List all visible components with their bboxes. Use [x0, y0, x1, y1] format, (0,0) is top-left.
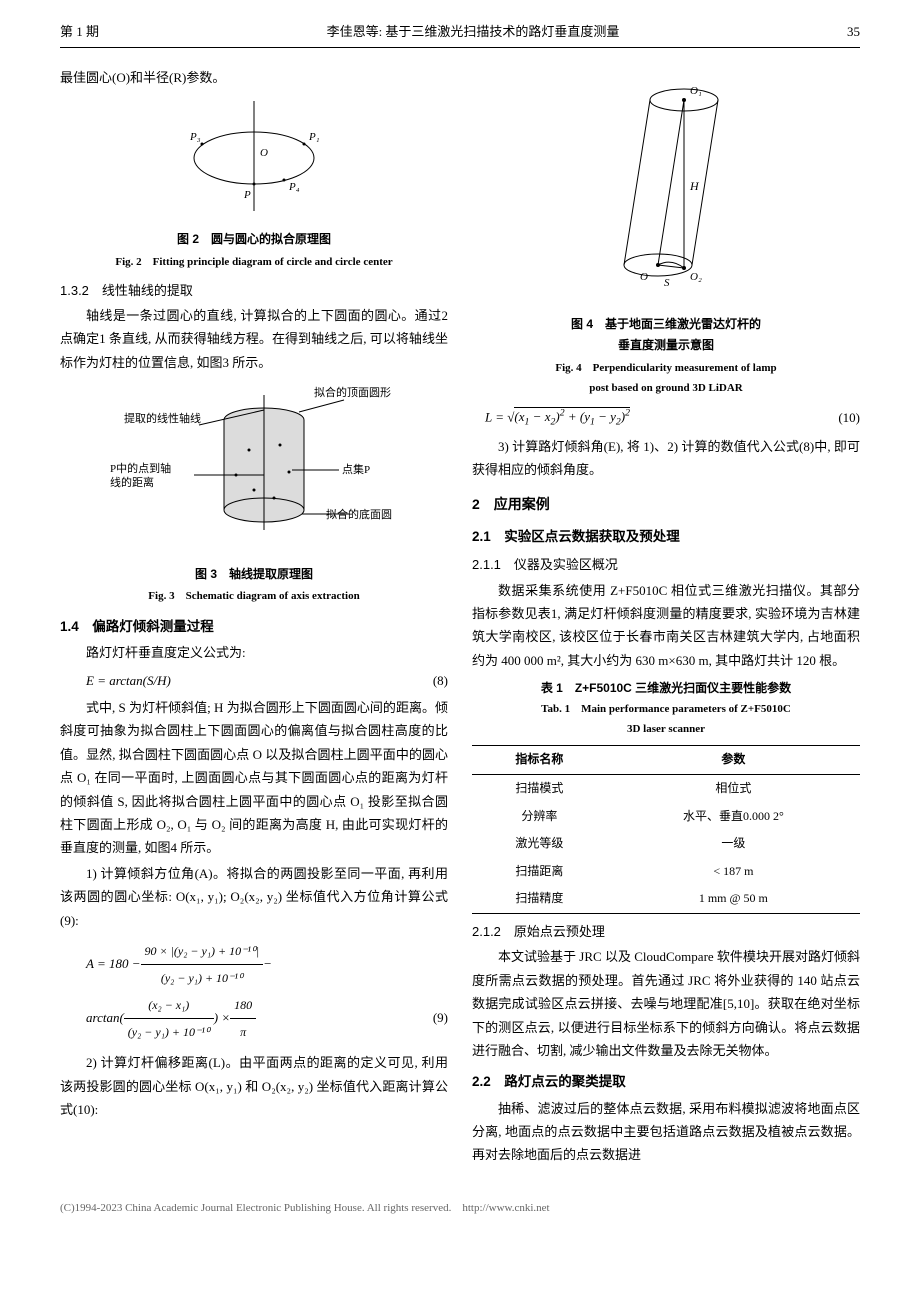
fig4-caption-en: Fig. 4 Perpendicularity measurement of l… [472, 359, 860, 399]
fig4-svg: O₁ H O O₂ S [566, 70, 766, 300]
heading-1-4: 1.4 偏路灯倾斜测量过程 [60, 615, 448, 639]
svg-text:S: S [664, 277, 670, 289]
table-row: 扫描模式相位式 [472, 775, 860, 803]
svg-text:拟合的底面圆: 拟合的底面圆 [326, 507, 392, 521]
table-col-1: 参数 [607, 746, 860, 775]
para-1-4-1: 式中, S 为灯杆倾斜值; H 为拟合圆形上下圆面圆心间的距离。倾斜度可抽象为拟… [60, 696, 448, 860]
svg-text:提取的线性轴线: 提取的线性轴线 [124, 411, 201, 425]
para-2-1-1: 数据采集系统使用 Z+F5010C 相位式三维激光扫描仪。其部分指标参数见表1,… [472, 579, 860, 673]
svg-text:线的距离: 线的距离 [110, 475, 154, 489]
heading-1-3-2: 1.3.2 线性轴线的提取 [60, 279, 448, 302]
page-header: 第 1 期 李佳恩等: 基于三维激光扫描技术的路灯垂直度测量 35 [60, 20, 860, 48]
table-cell: 一级 [607, 830, 860, 858]
svg-text:H: H [689, 179, 700, 193]
fig2-caption-en: Fig. 2 Fitting principle diagram of circ… [60, 253, 448, 273]
heading-2: 2 应用案例 [472, 492, 860, 517]
para-intro: 最佳圆心(O)和半径(R)参数。 [60, 66, 448, 89]
fig4-caption-cn: 图 4 基于地面三维激光雷达灯杆的 垂直度测量示意图 [472, 314, 860, 357]
left-column: 最佳圆心(O)和半径(R)参数。 P₃ P₁ O P P₄ 图 2 圆与圆心 [60, 64, 448, 1168]
table-cell: 激光等级 [472, 830, 607, 858]
para-1-4-2: 1) 计算倾斜方位角(A)。将拟合的两圆投影至同一平面, 再利用该两圆的圆心坐标… [60, 862, 448, 932]
right-column: O₁ H O O₂ S 图 4 基于地面三维激光雷达灯杆 [472, 64, 860, 1168]
para-2-1-2: 本文试验基于 JRC 以及 CloudCompare 软件模块开展对路灯倾斜度所… [472, 945, 860, 1062]
table-row: 激光等级一级 [472, 830, 860, 858]
equation-8: E = arctan(S/H) (8) [60, 669, 448, 692]
para-1-4-3: 2) 计算灯杆偏移距离(L)。由平面两点的距离的定义可见, 利用该两投影圆的圆心… [60, 1051, 448, 1121]
svg-text:P₄: P₄ [288, 181, 300, 193]
table-cell: 1 mm @ 50 m [607, 885, 860, 913]
tab1-caption-en: Tab. 1 Main performance parameters of Z+… [472, 700, 860, 740]
fig3-caption-cn: 图 3 轴线提取原理图 [60, 564, 448, 586]
table-cell: 扫描模式 [472, 775, 607, 803]
heading-2-1: 2.1 实验区点云数据获取及预处理 [472, 525, 860, 549]
svg-text:点集P: 点集P [342, 462, 370, 476]
svg-text:O: O [640, 271, 648, 283]
issue-label: 第 1 期 [60, 20, 99, 43]
svg-text:P₁: P₁ [308, 131, 320, 143]
svg-text:O₂: O₂ [690, 271, 702, 283]
fig3-caption-en: Fig. 3 Schematic diagram of axis extract… [60, 587, 448, 607]
equation-9: A = 180 − 90 × |(y₂ − y₁) + 10⁻¹⁰| (y₂ −… [86, 938, 448, 1046]
fig2-svg: P₃ P₁ O P P₄ [144, 96, 364, 216]
table-row: 扫描精度1 mm @ 50 m [472, 885, 860, 913]
table-row: 扫描距离< 187 m [472, 858, 860, 886]
svg-text:O₁: O₁ [690, 85, 702, 97]
svg-text:O: O [260, 147, 268, 159]
para-1-3-2: 轴线是一条过圆心的直线, 计算拟合的上下圆面的圆心。通过2 点确定1 条直线, … [60, 304, 448, 374]
page-footer: (C)1994-2023 China Academic Journal Elec… [0, 1199, 920, 1219]
table-cell: 相位式 [607, 775, 860, 803]
heading-2-1-2: 2.1.2 原始点云预处理 [472, 920, 860, 943]
table-cell: 分辨率 [472, 803, 607, 831]
table-cell: < 187 m [607, 858, 860, 886]
page-number: 35 [847, 20, 860, 43]
table-1: 指标名称 参数 扫描模式相位式分辨率水平、垂直0.000 2°激光等级一级扫描距… [472, 745, 860, 914]
table-cell: 扫描精度 [472, 885, 607, 913]
fig2-caption-cn: 图 2 圆与圆心的拟合原理图 [60, 229, 448, 251]
svg-text:P₃: P₃ [189, 131, 201, 143]
table-cell: 水平、垂直0.000 2° [607, 803, 860, 831]
para-2-2: 抽稀、滤波过后的整体点云数据, 采用布料模拟滤波将地面点区分离, 地面点的点云数… [472, 1097, 860, 1167]
table-row: 分辨率水平、垂直0.000 2° [472, 803, 860, 831]
tab1-caption-cn: 表 1 Z+F5010C 三维激光扫面仪主要性能参数 [472, 678, 860, 700]
para-1-4-0: 路灯灯杆垂直度定义公式为: [60, 641, 448, 664]
para-1-4-4: 3) 计算路灯倾斜角(E), 将 1)、2) 计算的数值代入公式(8)中, 即可… [472, 435, 860, 482]
figure-3: 提取的线性轴线 拟合的顶面圆形 P中的点到轴 线的距离 点集P 拟合的底面圆 [60, 380, 448, 557]
heading-2-1-1: 2.1.1 仪器及实验区概况 [472, 553, 860, 576]
table-col-0: 指标名称 [472, 746, 607, 775]
table-cell: 扫描距离 [472, 858, 607, 886]
svg-text:拟合的顶面圆形: 拟合的顶面圆形 [314, 385, 391, 399]
heading-2-2: 2.2 路灯点云的聚类提取 [472, 1070, 860, 1094]
figure-4: O₁ H O O₂ S [472, 70, 860, 307]
svg-text:P: P [243, 189, 251, 201]
running-title: 李佳恩等: 基于三维激光扫描技术的路灯垂直度测量 [99, 20, 847, 43]
figure-2: P₃ P₁ O P P₄ [60, 96, 448, 223]
fig3-svg: 提取的线性轴线 拟合的顶面圆形 P中的点到轴 线的距离 点集P 拟合的底面圆 [104, 380, 404, 550]
equation-10: L = √(x1 − x2)2 + (y1 − y2)2 (10) [472, 405, 860, 431]
svg-text:P中的点到轴: P中的点到轴 [110, 461, 171, 475]
